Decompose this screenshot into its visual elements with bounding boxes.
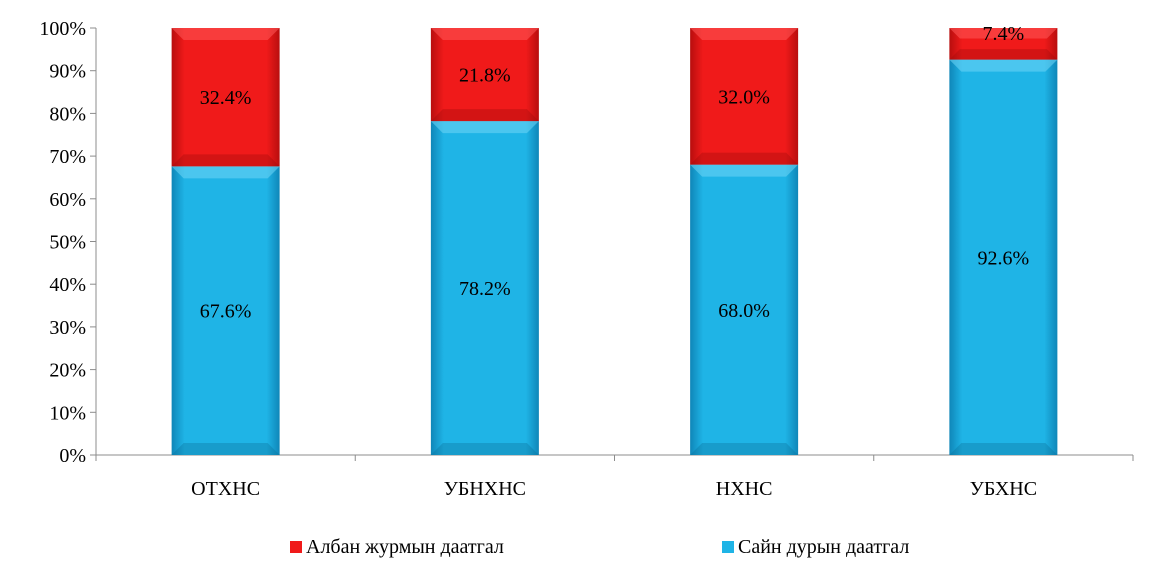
legend-swatch bbox=[290, 541, 302, 553]
bar-bevel-top bbox=[430, 28, 539, 40]
y-tick-label: 30% bbox=[49, 317, 86, 339]
y-tick-label: 20% bbox=[49, 360, 86, 382]
y-tick-label: 70% bbox=[49, 146, 86, 168]
legend-label: Сайн дурын даатгал bbox=[738, 536, 909, 558]
y-tick-label: 10% bbox=[49, 402, 86, 424]
bar-bevel-top bbox=[171, 28, 280, 40]
legend-swatch bbox=[722, 541, 734, 553]
bar-bevel-top bbox=[690, 28, 799, 40]
bar-bevel-top bbox=[690, 164, 799, 177]
bar-bevel-top bbox=[171, 166, 280, 179]
data-label: 21.8% bbox=[459, 65, 511, 87]
x-tick-label: ОТХНС bbox=[191, 478, 260, 500]
bar-bevel-top bbox=[430, 121, 539, 134]
x-tick-label: УБХНС bbox=[970, 478, 1037, 500]
bar-segment-mandatory bbox=[430, 28, 539, 122]
bar-segment-voluntary bbox=[430, 121, 539, 455]
y-tick-label: 0% bbox=[59, 445, 86, 467]
bar-segment-voluntary bbox=[171, 166, 280, 455]
data-label: 92.6% bbox=[978, 247, 1030, 269]
data-label: 78.2% bbox=[459, 278, 511, 300]
bar-bevel-bottom bbox=[690, 152, 799, 165]
bar-bevel-bottom bbox=[949, 49, 1058, 60]
y-tick-label: 100% bbox=[39, 18, 86, 40]
bar-bevel-bottom bbox=[690, 443, 799, 455]
y-tick-label: 40% bbox=[49, 274, 86, 296]
data-label: 32.0% bbox=[718, 86, 770, 108]
bar-segment-mandatory bbox=[690, 28, 799, 165]
data-label: 67.6% bbox=[200, 301, 252, 323]
x-tick-label: НХНС bbox=[716, 478, 773, 500]
x-tick-label: УБНХНС bbox=[444, 478, 526, 500]
bar-bevel-bottom bbox=[949, 443, 1058, 455]
bar-bevel-top bbox=[949, 28, 1058, 39]
data-label: 68.0% bbox=[718, 300, 770, 322]
bar-segment-voluntary bbox=[949, 59, 1058, 456]
bar-bevel-top bbox=[949, 59, 1058, 72]
y-tick-label: 60% bbox=[49, 189, 86, 211]
bar-bevel-bottom bbox=[430, 443, 539, 455]
bar-bevel-bottom bbox=[171, 154, 280, 167]
data-label: 32.4% bbox=[200, 87, 252, 109]
bar-segment-voluntary bbox=[690, 164, 799, 455]
bar-segment-mandatory bbox=[171, 28, 280, 167]
y-tick-label: 50% bbox=[49, 232, 86, 254]
data-label: 7.4% bbox=[983, 23, 1025, 45]
y-tick-label: 80% bbox=[49, 103, 86, 125]
y-tick-label: 90% bbox=[49, 61, 86, 83]
bar-bevel-bottom bbox=[171, 443, 280, 455]
bar-bevel-bottom bbox=[430, 109, 539, 122]
legend-label: Албан журмын даатгал bbox=[306, 536, 504, 558]
